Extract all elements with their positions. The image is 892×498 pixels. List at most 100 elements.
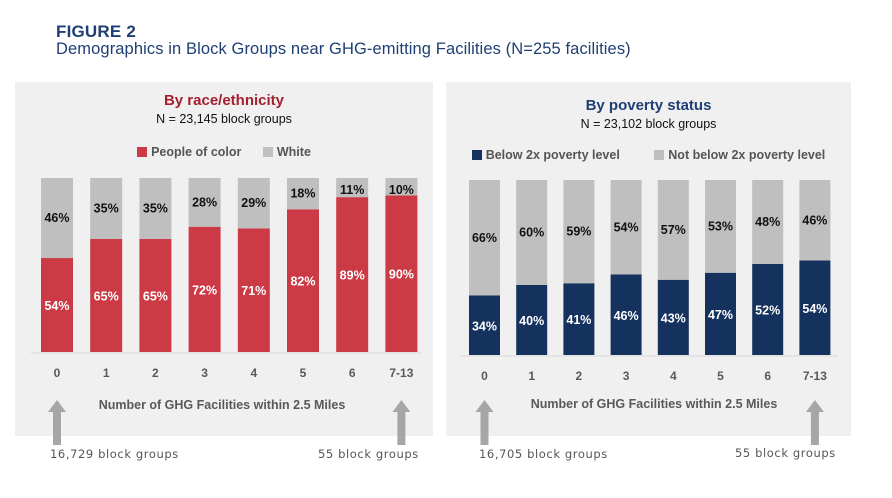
legend-swatch (137, 147, 148, 157)
legend-item-below-poverty: Below 2x poverty level (471, 148, 620, 162)
bar-not-below-2x-poverty-level (752, 180, 784, 264)
legend-item-people-of-color: People of color (137, 145, 241, 159)
x-axis-title: Number of GHG Facilities within 2.5 Mile… (531, 397, 778, 411)
x-tick-label: 5 (717, 369, 724, 383)
bar-below-2x-poverty-level (563, 283, 595, 355)
up-arrow-icon (475, 400, 494, 445)
legend-swatch (654, 150, 665, 160)
x-tick-label: 5 (300, 366, 307, 380)
data-label: 54% (802, 302, 827, 316)
legend: Below 2x poverty level Not below 2x pove… (446, 148, 851, 162)
x-tick-label: 6 (349, 366, 356, 380)
bar-below-2x-poverty-level (657, 279, 689, 355)
bar-not-below-2x-poverty-level (469, 180, 500, 296)
bar-below-2x-poverty-level (469, 295, 500, 355)
bar-below-2x-poverty-level (610, 274, 642, 355)
bar-white (336, 178, 369, 198)
x-tick-label: 7-13 (803, 369, 827, 383)
data-label: 34% (472, 319, 497, 333)
bar-white (41, 178, 73, 259)
data-label: 89% (340, 269, 365, 283)
chart-title: By poverty status (585, 97, 712, 114)
bar-people-of-color (139, 238, 172, 352)
data-label: 52% (755, 304, 780, 318)
x-tick-label: 4 (250, 366, 257, 380)
data-label: 41% (566, 313, 591, 327)
x-tick-label: 2 (576, 369, 583, 383)
data-label: 82% (290, 275, 315, 289)
bar-not-below-2x-poverty-level (705, 180, 736, 273)
bar-not-below-2x-poverty-level (657, 180, 689, 280)
bar-white (188, 178, 221, 227)
bar-not-below-2x-poverty-level (610, 180, 642, 275)
x-tick-label: 1 (103, 366, 110, 380)
data-label: 18% (290, 187, 315, 201)
data-label: 53% (708, 219, 733, 233)
bar-white (237, 178, 270, 229)
legend-swatch (471, 150, 482, 160)
up-arrow-icon (48, 400, 66, 445)
x-tick-label: 0 (481, 369, 488, 383)
bar-white (385, 178, 418, 196)
data-label: 71% (241, 284, 266, 298)
x-tick-label: 2 (152, 366, 159, 380)
data-label: 28% (192, 195, 217, 209)
bar-white (287, 178, 319, 210)
legend-label: People of color (151, 145, 242, 159)
data-label: 54% (614, 220, 639, 234)
bar-people-of-color (237, 228, 270, 352)
up-arrow-icon (805, 400, 824, 445)
bar-people-of-color (90, 238, 123, 352)
data-label: 35% (94, 201, 119, 215)
annotation-text: 16,705 block groups (479, 447, 608, 461)
legend-item-white: White (262, 145, 311, 159)
data-label: 46% (44, 211, 69, 225)
data-label: 72% (192, 283, 217, 297)
bar-below-2x-poverty-level (799, 260, 831, 355)
figure-title: Demographics in Block Groups near GHG-em… (56, 40, 631, 58)
data-label: 47% (708, 308, 733, 322)
bar-not-below-2x-poverty-level (516, 180, 548, 285)
bar-below-2x-poverty-level (752, 264, 784, 355)
bar-white (90, 178, 123, 239)
bar-people-of-color (336, 197, 369, 352)
data-label: 46% (802, 213, 827, 227)
bar-people-of-color (287, 209, 319, 352)
x-tick-label: 3 (623, 369, 630, 383)
bar-below-2x-poverty-level (516, 285, 548, 355)
bar-white (139, 178, 172, 239)
data-label: 60% (519, 226, 544, 240)
data-label: 65% (94, 289, 119, 303)
x-tick-label: 3 (201, 366, 208, 380)
up-arrow-icon (392, 400, 411, 445)
data-label: 66% (472, 231, 497, 245)
annotation-text: 55 block groups (735, 446, 836, 460)
annotation-text: 55 block groups (318, 447, 419, 461)
legend-label: Below 2x poverty level (485, 148, 620, 162)
data-label: 43% (661, 311, 686, 325)
x-tick-label: 1 (528, 369, 535, 383)
bar-people-of-color (188, 226, 221, 352)
bar-below-2x-poverty-level (705, 272, 736, 355)
data-label: 46% (614, 309, 639, 323)
x-tick-label: 0 (54, 366, 61, 380)
legend-label: Not below 2x poverty level (668, 148, 826, 162)
x-tick-label: 6 (764, 369, 771, 383)
data-label: 90% (389, 268, 414, 282)
chart-title: By race/ethnicity (163, 92, 285, 109)
figure-label: FIGURE 2 (56, 22, 137, 41)
legend-item-not-below-poverty: Not below 2x poverty level (654, 148, 825, 162)
data-label: 65% (143, 289, 168, 303)
x-tick-label: 7-13 (389, 366, 413, 380)
bar-not-below-2x-poverty-level (563, 180, 595, 284)
x-tick-label: 4 (670, 369, 677, 383)
chart-subtitle: N = 23,102 block groups (580, 117, 717, 131)
bar-people-of-color (41, 258, 73, 352)
poverty-status-panel: By poverty status N = 23,102 block group… (446, 82, 851, 436)
legend-label: White (276, 145, 311, 159)
data-label: 59% (566, 225, 591, 239)
x-axis-title: Number of GHG Facilities within 2.5 Mile… (99, 398, 346, 412)
chart-subtitle: N = 23,145 block groups (156, 112, 292, 126)
legend-swatch (262, 147, 273, 157)
